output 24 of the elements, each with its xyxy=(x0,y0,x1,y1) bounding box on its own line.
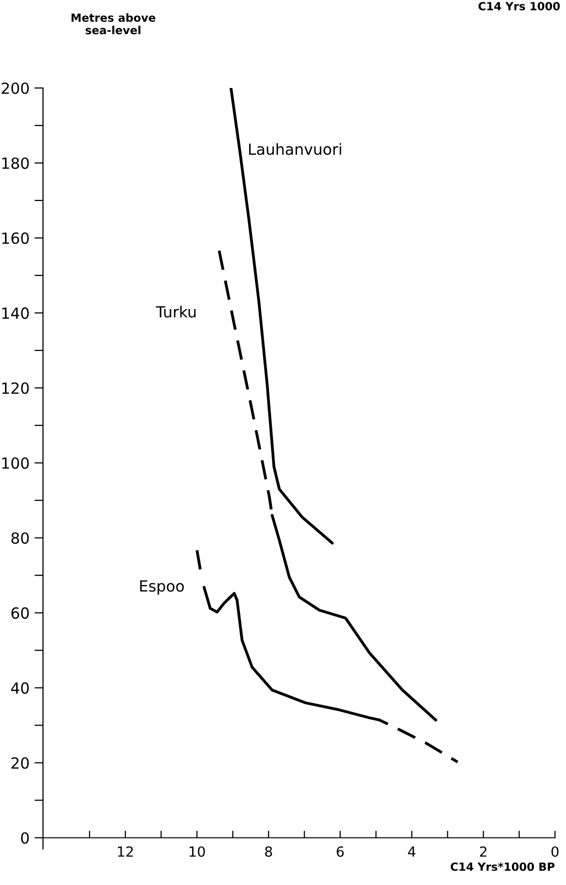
x-tick-label: 4 xyxy=(408,846,416,857)
y-tick-label: 200 xyxy=(2,82,29,94)
y-tick-label: 160 xyxy=(2,232,29,244)
y-tick-label: 20 xyxy=(11,757,29,769)
y-tick-label: 140 xyxy=(2,307,29,319)
x-tick-label: 12 xyxy=(118,846,133,857)
y-tick-label: 40 xyxy=(11,682,29,694)
y-tick-label: 0 xyxy=(21,832,29,844)
series-label: Lauhanvuori xyxy=(249,143,342,155)
x-tick-label: 0 xyxy=(551,846,558,857)
x-tick-label: 6 xyxy=(336,846,344,857)
y-tick-label: 100 xyxy=(2,457,29,469)
y-axis-title: Metres above sea-level xyxy=(72,13,156,34)
y-tick-label: 120 xyxy=(2,382,29,394)
y-tick-label: 80 xyxy=(11,532,29,544)
y-tick-label: 60 xyxy=(11,607,29,619)
text: C14 Yrs 1000 xyxy=(478,2,560,10)
text: Turku xyxy=(156,306,196,318)
x-tick-label: 2 xyxy=(480,846,486,857)
x-axis-title: C14 Yrs*1000 BP xyxy=(450,862,555,871)
series-label: Espoo xyxy=(140,580,184,595)
y-tick-label: 180 xyxy=(2,157,29,169)
x-tick-label: 8 xyxy=(265,846,272,857)
x-tick-label: 10 xyxy=(190,846,205,857)
